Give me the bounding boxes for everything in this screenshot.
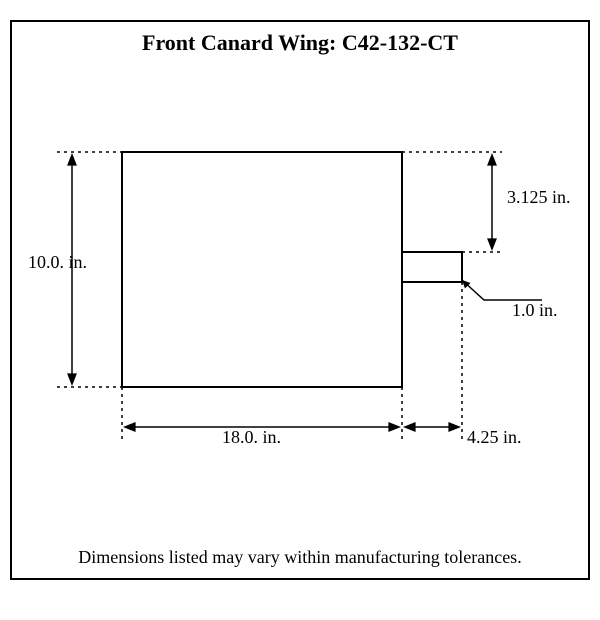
drawing-footer: Dimensions listed may vary within manufa… bbox=[12, 547, 588, 568]
dim-label-tab-height: 1.0 in. bbox=[512, 300, 558, 321]
drawing-frame: Front Canard Wing: C42-132-CT 10.0. in. … bbox=[10, 20, 590, 580]
dim-label-tab-width: 4.25 in. bbox=[467, 427, 522, 448]
dim-label-width: 18.0. in. bbox=[222, 427, 281, 448]
dim-label-top-gap: 3.125 in. bbox=[507, 187, 571, 208]
drawing-canvas bbox=[12, 22, 588, 578]
dim-label-height: 10.0. in. bbox=[28, 252, 87, 273]
